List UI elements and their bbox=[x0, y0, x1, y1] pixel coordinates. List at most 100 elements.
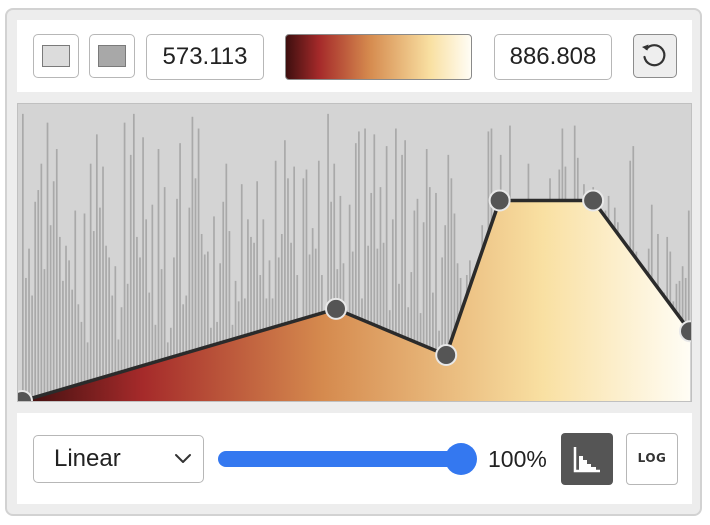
histogram-bar bbox=[22, 113, 24, 402]
scale-select-value: Linear bbox=[54, 445, 121, 472]
control-point[interactable] bbox=[679, 320, 701, 343]
histogram-bar bbox=[43, 269, 46, 401]
histogram-bar bbox=[373, 134, 376, 401]
histogram-bar bbox=[200, 233, 203, 401]
histogram-bar bbox=[71, 289, 74, 401]
histogram-bar bbox=[348, 204, 351, 401]
histogram-bar bbox=[416, 198, 419, 401]
histogram-bar bbox=[453, 213, 456, 401]
histogram-bar bbox=[25, 277, 27, 401]
histogram-bar bbox=[46, 122, 49, 402]
histogram-bar bbox=[77, 304, 80, 401]
histogram-bar bbox=[68, 260, 70, 401]
histogram-bar bbox=[382, 242, 385, 401]
histogram-bar bbox=[410, 272, 413, 401]
histogram-bar bbox=[687, 210, 690, 401]
histogram-bar bbox=[256, 181, 258, 401]
histogram-bar bbox=[89, 163, 92, 401]
histogram-bar bbox=[129, 154, 132, 401]
histogram-bar bbox=[203, 254, 206, 401]
histogram-bar bbox=[95, 134, 98, 401]
histogram-icon bbox=[573, 447, 600, 473]
histogram-bar bbox=[120, 307, 123, 401]
histogram-bar bbox=[287, 178, 289, 401]
histogram-bar bbox=[225, 163, 228, 401]
histogram-toggle-button[interactable] bbox=[561, 433, 613, 485]
histogram-bar bbox=[34, 201, 37, 401]
histogram-bar bbox=[422, 222, 425, 401]
max-value-field[interactable]: 886.808 bbox=[494, 34, 612, 80]
opacity-curve[interactable] bbox=[21, 198, 692, 403]
plot-canvas[interactable] bbox=[11, 104, 701, 412]
histogram-bar bbox=[253, 242, 255, 401]
histogram-bar bbox=[354, 143, 357, 401]
histogram-bar bbox=[413, 210, 416, 401]
histogram-bar bbox=[379, 187, 382, 401]
histogram-bar bbox=[111, 295, 114, 401]
histogram-bar bbox=[74, 210, 77, 401]
histogram-bar bbox=[395, 128, 397, 401]
control-point[interactable] bbox=[488, 189, 511, 212]
histogram-bar bbox=[117, 339, 120, 401]
histogram-bar bbox=[148, 292, 151, 401]
histogram-bar bbox=[305, 169, 308, 401]
histogram-bar bbox=[358, 131, 360, 401]
histogram-bar bbox=[391, 219, 394, 401]
histogram-bar bbox=[173, 257, 175, 401]
histogram-bar bbox=[31, 295, 33, 401]
histogram-bar bbox=[370, 192, 373, 401]
low-color-swatch bbox=[42, 45, 70, 67]
low-color-button[interactable] bbox=[33, 34, 79, 78]
scale-select[interactable]: Linear bbox=[33, 435, 204, 483]
histogram-bar bbox=[139, 257, 141, 401]
histogram-bar bbox=[447, 154, 450, 401]
histogram-bar bbox=[176, 198, 178, 401]
colormap-preview[interactable] bbox=[285, 34, 472, 80]
histogram-bar bbox=[145, 219, 148, 401]
histogram-bar bbox=[274, 160, 277, 401]
histogram-bar bbox=[123, 122, 126, 402]
histogram-bar bbox=[108, 257, 111, 401]
histogram-bar bbox=[222, 201, 225, 401]
high-color-button[interactable] bbox=[89, 34, 135, 78]
opacity-slider-track[interactable] bbox=[218, 451, 471, 467]
histogram-bar bbox=[240, 184, 243, 401]
toolbar: 573.113 886.808 bbox=[17, 20, 692, 92]
histogram-bar bbox=[136, 236, 138, 401]
reset-icon bbox=[642, 44, 666, 67]
log-scale-button[interactable]: LOG bbox=[626, 433, 678, 485]
control-point[interactable] bbox=[582, 189, 605, 212]
reset-button[interactable] bbox=[633, 34, 677, 78]
histogram-bar bbox=[404, 140, 406, 402]
histogram-bar bbox=[142, 137, 144, 402]
histogram-bar bbox=[86, 342, 89, 401]
histogram-bar bbox=[432, 292, 434, 401]
histogram-bar bbox=[92, 231, 95, 401]
min-value-field[interactable]: 573.113 bbox=[146, 34, 264, 80]
histogram-bar bbox=[55, 149, 58, 401]
histogram-bar bbox=[151, 204, 154, 401]
histogram-bar bbox=[188, 207, 191, 401]
histogram-bar bbox=[80, 321, 83, 401]
histogram-bar bbox=[247, 219, 249, 401]
control-point[interactable] bbox=[325, 297, 347, 320]
histogram-bar bbox=[280, 233, 283, 401]
histogram-bar bbox=[105, 245, 107, 401]
histogram-bar bbox=[262, 219, 265, 401]
control-point[interactable] bbox=[435, 344, 458, 366]
histogram-bar bbox=[102, 166, 104, 401]
opacity-slider-thumb[interactable] bbox=[445, 443, 477, 475]
histogram-bar bbox=[157, 149, 160, 401]
control-point[interactable] bbox=[11, 390, 33, 412]
histogram-bar bbox=[428, 187, 431, 401]
histogram-bar bbox=[219, 263, 222, 401]
histogram-bar bbox=[197, 128, 200, 401]
histogram-bar bbox=[450, 178, 453, 401]
histogram-bar bbox=[99, 207, 101, 401]
transfer-function-plot[interactable] bbox=[11, 103, 701, 412]
histogram-bar bbox=[160, 269, 163, 401]
chevron-down-icon bbox=[175, 454, 191, 463]
histogram-bar bbox=[191, 116, 194, 401]
footer-bar: Linear 100% LOG bbox=[17, 413, 692, 504]
histogram-bar bbox=[28, 248, 30, 401]
